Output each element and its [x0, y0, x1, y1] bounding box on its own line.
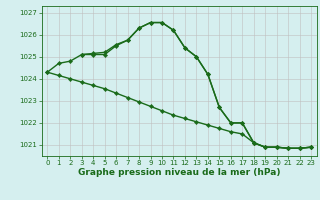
X-axis label: Graphe pression niveau de la mer (hPa): Graphe pression niveau de la mer (hPa) — [78, 168, 280, 177]
